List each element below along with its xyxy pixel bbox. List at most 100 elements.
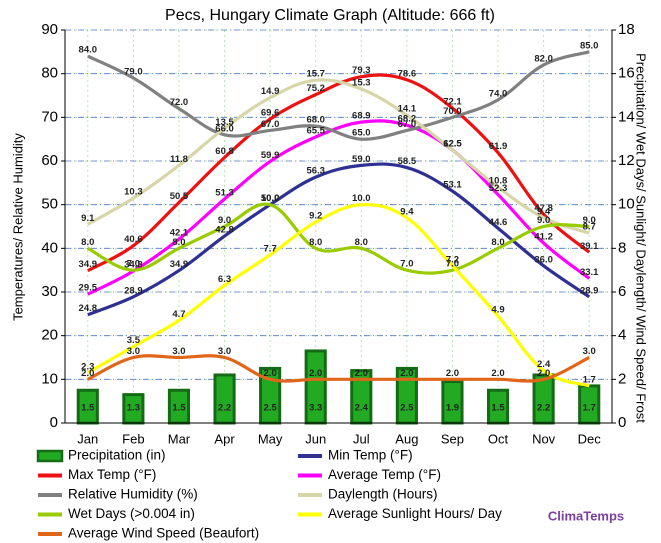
x-tick-label: May	[258, 431, 283, 446]
value-label: 28.9	[580, 285, 599, 296]
legend-label: Wet Days (>0.004 in)	[68, 506, 195, 521]
legend-label: Average Wind Speed (Beaufort)	[68, 526, 259, 541]
line	[87, 73, 591, 273]
value-label: 3.5	[127, 335, 141, 346]
line	[87, 202, 590, 275]
value-label: 2.2	[218, 403, 231, 414]
value-label: 53.1	[443, 180, 462, 191]
value-label: 78.6	[398, 68, 417, 79]
y-tick-label: 80	[41, 65, 58, 82]
line	[87, 50, 590, 141]
value-label: 42.1	[170, 228, 189, 239]
value-label: 29.5	[79, 283, 98, 294]
value-label: 79.0	[124, 67, 143, 78]
x-tick-label: Jul	[353, 431, 370, 446]
value-label: 7.0	[446, 259, 459, 270]
value-label: 10.0	[352, 193, 371, 204]
chart-title: Pecs, Hungary Climate Graph (Altitude: 6…	[165, 7, 495, 24]
y-tick-label: 10	[41, 370, 58, 387]
value-label: 34.9	[170, 259, 189, 270]
value-label: 8.0	[355, 237, 368, 248]
y2-tick-label: 8	[618, 239, 626, 256]
value-label: 3.0	[172, 346, 185, 357]
value-label: 47.8	[534, 203, 553, 214]
value-label: 7.0	[127, 259, 140, 270]
y-axis-title: Temperatures/ Relative Humidity	[10, 133, 25, 321]
value-label: 2.0	[309, 368, 322, 379]
value-label: 2.4	[537, 359, 551, 370]
value-label: 1.7	[583, 403, 596, 414]
bar	[213, 373, 236, 425]
value-label: 72.1	[443, 97, 462, 108]
value-label: 9.4	[537, 206, 551, 217]
value-label: 10.3	[124, 187, 143, 198]
x-tick-label: Aug	[395, 431, 418, 446]
line	[86, 202, 590, 388]
bar	[532, 373, 555, 425]
value-label: 39.1	[580, 241, 599, 252]
value-label: 13.5	[215, 117, 234, 128]
value-label: 33.1	[580, 267, 599, 278]
value-label: 8.0	[309, 237, 322, 248]
legend-label: Relative Humidity (%)	[68, 487, 198, 502]
value-label: 14.1	[398, 104, 417, 115]
value-label: 52.3	[489, 183, 508, 194]
value-label: 2.0	[355, 368, 368, 379]
value-label: 60.8	[215, 146, 234, 157]
value-label: 67.0	[398, 119, 417, 130]
value-label: 36.0	[534, 254, 553, 265]
value-label: 9.0	[218, 215, 231, 226]
value-label: 3.3	[309, 403, 322, 414]
value-label: 15.3	[352, 77, 371, 88]
value-label: 2.5	[400, 403, 414, 414]
y2-tick-label: 4	[618, 327, 626, 344]
value-label: 28.9	[124, 285, 143, 296]
line	[87, 162, 591, 317]
value-label: 66.0	[215, 123, 234, 134]
value-label: 59.9	[261, 150, 280, 161]
value-label: 9.0	[537, 215, 550, 226]
y-tick-label: 30	[41, 283, 58, 300]
plot-area: 0 10 20 30 40 50 60 70 80 90 0 2 4 6 8 10 12 14 16 18 Jan Feb…	[41, 21, 634, 446]
value-label: 1.9	[446, 403, 459, 414]
legend-label: Max Temp (°F)	[68, 467, 156, 482]
value-label: 85.0	[580, 40, 599, 51]
value-label: 15.7	[306, 69, 325, 80]
value-label: 2.3	[81, 361, 94, 372]
y2-tick-label: 10	[618, 196, 635, 213]
value-label: 9.0	[583, 215, 596, 226]
value-label: 9.4	[400, 206, 414, 217]
line	[86, 78, 590, 235]
y-tick-label: 70	[41, 108, 58, 125]
value-label: 67.0	[261, 119, 280, 130]
value-label: 2.0	[81, 368, 94, 379]
value-label: 56.3	[306, 166, 325, 177]
value-label: 34.9	[79, 259, 98, 270]
value-label: 34.8	[124, 260, 143, 271]
legend-swatch	[36, 449, 64, 463]
value-label: 4.7	[172, 309, 185, 320]
value-label: 8.7	[583, 222, 596, 233]
value-label: 44.6	[489, 217, 508, 228]
value-label: 40.6	[124, 234, 143, 245]
x-tick-label: Dec	[578, 431, 602, 446]
value-label: 75.2	[306, 83, 325, 94]
x-tick-label: Nov	[532, 431, 556, 446]
value-label: 69.6	[261, 108, 280, 119]
value-label: 62.5	[443, 139, 462, 150]
value-label: 3.0	[127, 346, 140, 357]
value-label: 50.5	[170, 191, 189, 202]
value-label: 14.9	[261, 86, 280, 97]
x-tick-label: Jan	[77, 431, 98, 446]
value-label: 51.3	[215, 188, 234, 199]
value-label: 3.0	[218, 346, 231, 357]
value-label: 1.5	[172, 403, 186, 414]
legend-label: Daylength (Hours)	[328, 487, 438, 502]
line	[87, 119, 591, 296]
legend-label: Min Temp (°F)	[328, 448, 413, 463]
value-label: 68.9	[352, 111, 371, 122]
value-label: 1.5	[81, 403, 95, 414]
value-label: 74.0	[489, 88, 508, 99]
x-tick-label: Jun	[305, 431, 326, 446]
